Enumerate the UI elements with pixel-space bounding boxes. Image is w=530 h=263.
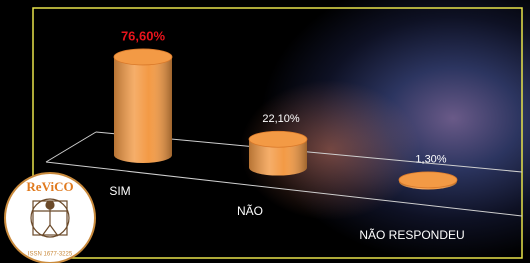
x-tick-label: NÃO RESPONDEU [359,228,464,242]
logo: ReViCO ISSN 1677-3225 [5,173,95,263]
logo-issn: ISSN 1677-3225 [28,252,73,258]
bar [399,172,457,190]
bar [249,131,307,175]
value-label: 1,30% [415,154,446,166]
value-label: 22,10% [262,113,300,125]
bar-top [114,49,172,65]
bar-top [249,131,307,147]
bar-shade [114,57,172,163]
x-tick-label: NÃO [237,204,263,218]
value-label: 76,60% [121,28,166,43]
logo-title: ReViCO [26,179,73,194]
bar-top [399,172,457,188]
chart: ReViCO ISSN 1677-3225 76,60% SIM 22,10% NÃO… [0,0,530,263]
x-tick-label: SIM [109,184,130,198]
bar [114,49,172,163]
